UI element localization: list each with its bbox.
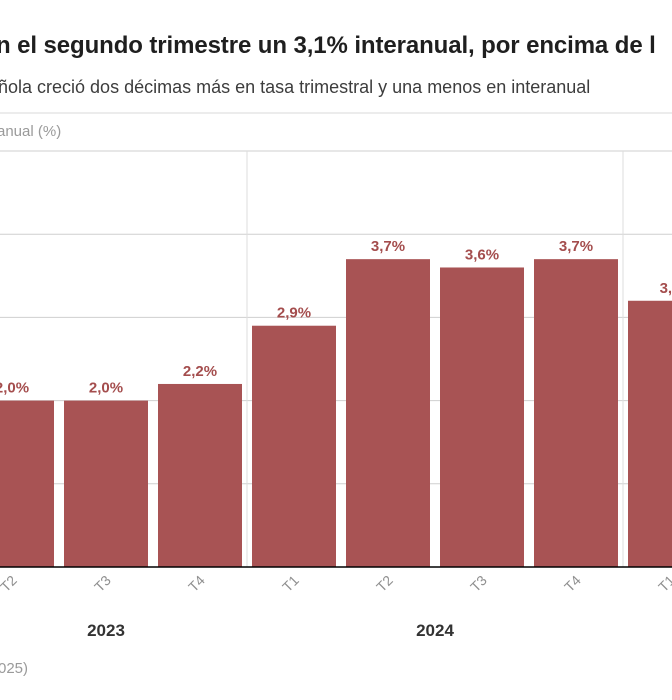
bar [64,400,148,567]
chart-subtitle: ñola creció dos décimas más en tasa trim… [0,77,591,97]
x-tick-label: T4 [561,572,584,595]
x-tick-label: T2 [0,572,20,595]
source-note: 025) [0,660,29,677]
x-tick-label: T3 [467,572,490,595]
y-axis-label: anual (%) [0,123,62,140]
bar-value-label: 3,2 [660,280,672,297]
bar [252,325,336,567]
chart-title: n el segundo trimestre un 3,1% interanua… [0,32,656,59]
year-group-label: 2024 [416,621,454,640]
bar [534,259,618,567]
bar-value-label: 3,7% [371,238,405,255]
bar-value-label: 2,0% [0,380,29,397]
bar-value-label: 2,2% [183,363,217,380]
x-tick-label: T2 [373,572,396,595]
bar-value-label: 3,6% [465,246,499,263]
bar-value-label: 2,0% [89,380,123,397]
year-group-label: 2023 [87,621,125,640]
bar [628,300,672,567]
bar-value-label: 2,9% [277,305,311,322]
bar [158,383,242,567]
x-tick-label: T3 [91,572,114,595]
x-tick-label: T4 [185,572,208,595]
x-tick-label: T1 [279,572,302,595]
bar [0,400,54,567]
bar [346,259,430,567]
x-tick-label: T1 [655,572,672,595]
bar-value-label: 3,7% [559,238,593,255]
bar [440,267,524,567]
